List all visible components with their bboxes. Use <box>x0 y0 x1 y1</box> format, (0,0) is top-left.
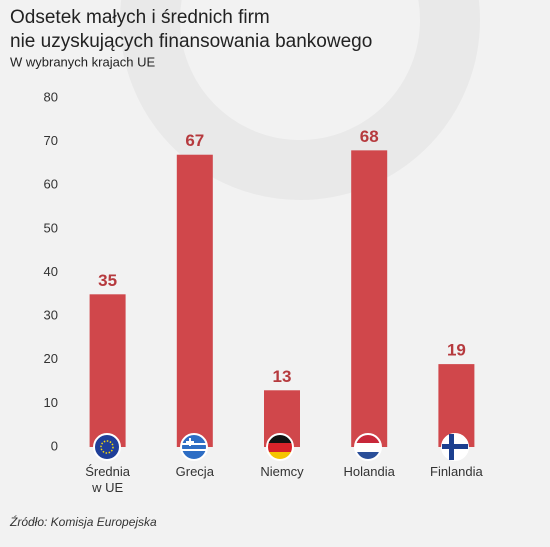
flag-finland <box>441 433 469 461</box>
chart-title: Odsetek małych i średnich firm <box>10 7 270 28</box>
y-tick-label: 50 <box>44 220 58 235</box>
x-tick-label: Finlandia <box>430 464 483 479</box>
plot: 0 10 20 30 40 50 60 70 80 35 67 13 68 19 <box>44 89 475 453</box>
y-tick-label: 20 <box>44 351 58 366</box>
flag-greece <box>180 433 208 461</box>
y-tick-label: 10 <box>44 395 58 410</box>
value-label: 13 <box>273 367 292 386</box>
flag-eu <box>93 433 121 461</box>
y-tick-label: 0 <box>51 438 58 453</box>
x-tick-label: Holandia <box>343 464 395 479</box>
y-tick-label: 80 <box>44 89 58 104</box>
chart-title: nie uzyskujących finansowania bankowego <box>10 31 372 52</box>
source: Źródło: Komisja Europejska <box>9 514 157 529</box>
value-label: 67 <box>185 131 204 150</box>
value-label: 68 <box>360 127 379 146</box>
flag-netherlands <box>354 433 382 461</box>
y-tick-label: 30 <box>44 308 58 323</box>
value-label: 19 <box>447 341 466 360</box>
chart-subtitle: W wybranych krajach UE <box>10 54 156 69</box>
flags <box>93 433 469 461</box>
x-tick-label: Średnia w UE <box>85 464 130 495</box>
x-tick-label: Niemcy <box>260 464 304 479</box>
y-tick-label: 60 <box>44 177 58 192</box>
y-tick-label: 70 <box>44 133 58 148</box>
bar <box>351 150 388 447</box>
y-tick-label: 40 <box>44 264 58 279</box>
flag-germany <box>266 433 294 461</box>
value-label: 35 <box>98 271 117 290</box>
background-logo <box>120 0 480 200</box>
bar <box>89 294 126 447</box>
bar <box>176 154 213 447</box>
x-tick-label: Grecja <box>175 464 214 479</box>
